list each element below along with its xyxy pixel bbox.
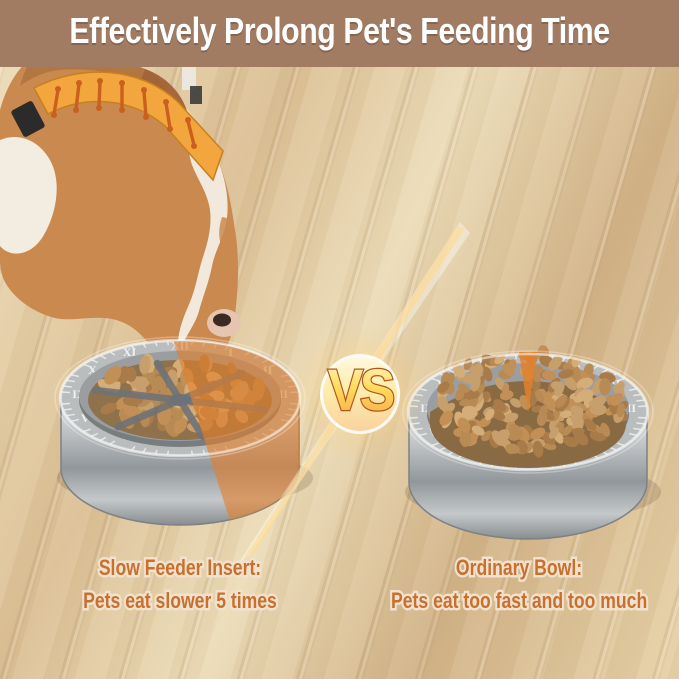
svg-text:VS: VS: [328, 358, 393, 423]
